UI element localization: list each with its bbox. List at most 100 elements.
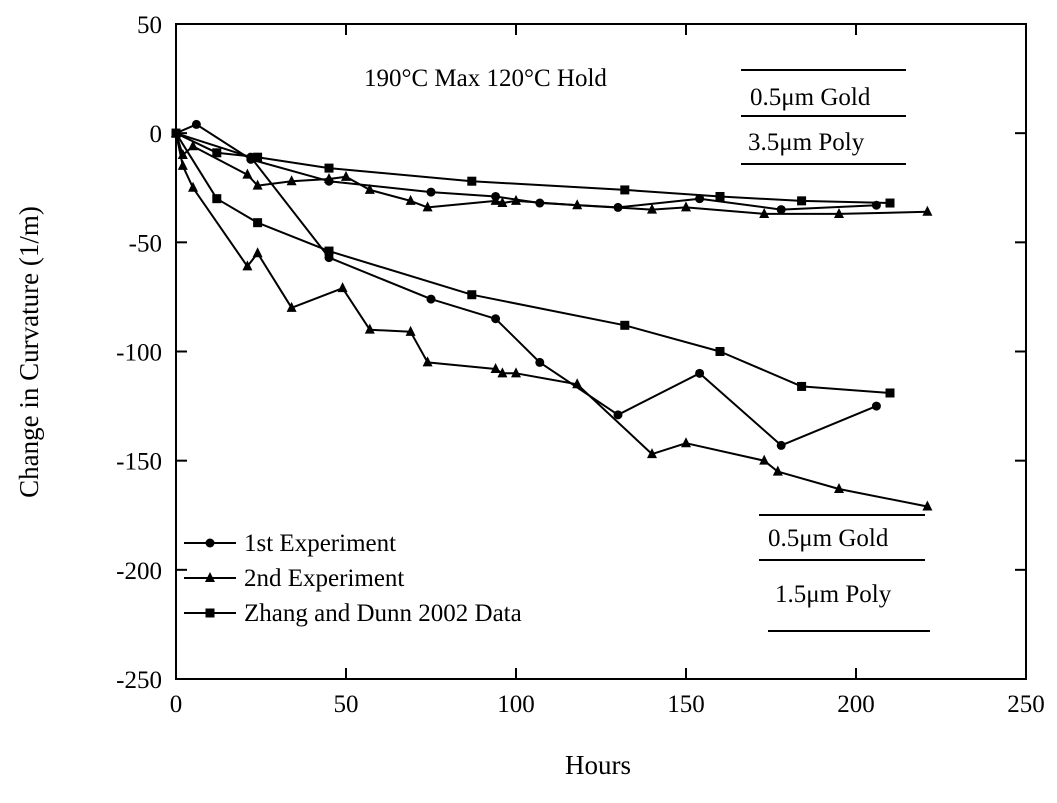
data-point-square — [212, 194, 222, 204]
data-point-triangle — [834, 207, 844, 218]
conditions-annotation: 190°C Max 120°C Hold — [364, 65, 607, 92]
x-tick-label: 200 — [837, 691, 875, 718]
data-point-triangle — [242, 260, 253, 271]
data-point-square — [324, 246, 334, 256]
x-tick-label: 100 — [497, 691, 535, 718]
data-point-square — [253, 218, 263, 228]
x-tick-label: 0 — [170, 691, 183, 718]
data-point-square — [797, 381, 807, 391]
axis-ticks — [175, 23, 1027, 680]
data-point-triangle — [490, 362, 501, 373]
data-point-triangle — [286, 175, 297, 186]
data-point-triangle — [759, 207, 770, 218]
data-point-circle — [535, 357, 545, 367]
data-point-triangle — [681, 201, 691, 212]
data-point-triangle — [422, 201, 433, 212]
data-point-circle — [426, 294, 436, 304]
tick-labels: 0 50 100 150 200 250 -250 -200 -150 -100 -50 0 50 — [116, 12, 1045, 718]
bottom-group-annotation: 0.5μm Gold 1.5μm Poly — [759, 514, 930, 632]
legend-marker-square — [205, 608, 215, 618]
data-point-circle — [426, 187, 436, 197]
data-point-triangle — [252, 179, 263, 190]
data-point-triangle — [647, 448, 657, 459]
series-line — [175, 132, 877, 447]
data-point-circle — [776, 205, 786, 215]
legend-marker-circle — [205, 538, 215, 548]
data-point-triangle — [286, 301, 297, 312]
data-point-triangle — [341, 170, 351, 181]
legend-label-3: Zhang and Dunn 2002 Data — [244, 600, 522, 627]
data-point-triangle — [177, 159, 188, 170]
bottom-group-line2: 1.5μm Poly — [775, 581, 892, 608]
data-point-circle — [613, 410, 623, 420]
data-point-circle — [491, 314, 501, 324]
data-point-triangle — [834, 483, 844, 494]
data-point-square — [885, 388, 895, 398]
x-tick-label: 150 — [667, 691, 705, 718]
data-point-triangle — [759, 454, 770, 465]
bottom-group-line1: 0.5μm Gold — [768, 525, 889, 552]
data-point-triangle — [511, 367, 521, 378]
data-point-circle — [191, 119, 201, 129]
data-point-square — [715, 347, 725, 356]
data-point-square — [324, 163, 334, 173]
legend-label-1: 1st Experiment — [244, 530, 396, 557]
series-line — [175, 132, 891, 394]
data-point-triangle — [364, 323, 375, 334]
data-point-circle — [776, 440, 786, 450]
data-point-square — [171, 128, 181, 138]
data-point-triangle — [490, 194, 501, 205]
data-point-triangle — [681, 437, 691, 448]
y-tick-label: -100 — [116, 340, 162, 367]
y-tick-label: -50 — [129, 230, 162, 257]
data-point-circle — [871, 401, 881, 411]
y-axis-label: Change in Curvature (1/m) — [14, 206, 44, 498]
data-point-triangle — [422, 356, 433, 367]
data-point-square — [467, 290, 477, 300]
y-tick-label: -150 — [116, 449, 162, 476]
data-point-triangle — [922, 205, 933, 216]
data-point-square — [467, 176, 477, 186]
top-group-line1: 0.5μm Gold — [750, 84, 871, 111]
data-point-square — [797, 196, 807, 206]
data-point-triangle — [572, 199, 583, 210]
y-tick-label: -250 — [116, 667, 162, 694]
top-group-annotation: 0.5μm Gold 3.5μm Poly — [741, 69, 906, 165]
legend-label-2: 2nd Experiment — [244, 565, 404, 592]
data-point-square — [885, 198, 895, 208]
x-tick-label: 250 — [1007, 691, 1045, 718]
legend: 1st Experiment 2nd Experiment Zhang and … — [184, 530, 522, 627]
data-point-triangle — [252, 247, 263, 258]
data-point-triangle — [188, 181, 198, 192]
data-point-square — [715, 191, 725, 201]
legend-marker-triangle — [205, 572, 215, 582]
x-axis-label: Hours — [565, 750, 631, 780]
data-point-triangle — [572, 378, 583, 389]
data-point-circle — [246, 152, 256, 162]
y-tick-label: -200 — [116, 558, 162, 585]
data-point-triangle — [497, 197, 508, 208]
data-point-triangle — [405, 325, 416, 336]
top-group-line2: 3.5μm Poly — [748, 129, 865, 156]
data-point-square — [253, 152, 263, 162]
data-point-triangle — [922, 500, 933, 511]
data-point-triangle — [242, 168, 253, 179]
y-tick-label: 0 — [150, 121, 163, 148]
data-point-triangle — [511, 194, 521, 205]
data-point-square — [620, 320, 630, 330]
data-point-circle — [695, 194, 705, 204]
data-series — [171, 119, 933, 511]
y-tick-label: 50 — [137, 12, 162, 39]
data-point-triangle — [337, 282, 348, 293]
data-point-circle — [695, 368, 705, 378]
data-point-triangle — [497, 367, 508, 378]
data-point-square — [620, 185, 630, 195]
data-point-square — [212, 148, 222, 158]
data-point-triangle — [405, 194, 416, 205]
x-tick-label: 50 — [334, 691, 359, 718]
data-point-triangle — [324, 173, 334, 184]
data-point-triangle — [772, 465, 783, 476]
data-point-triangle — [188, 140, 198, 151]
series-line — [175, 132, 928, 508]
